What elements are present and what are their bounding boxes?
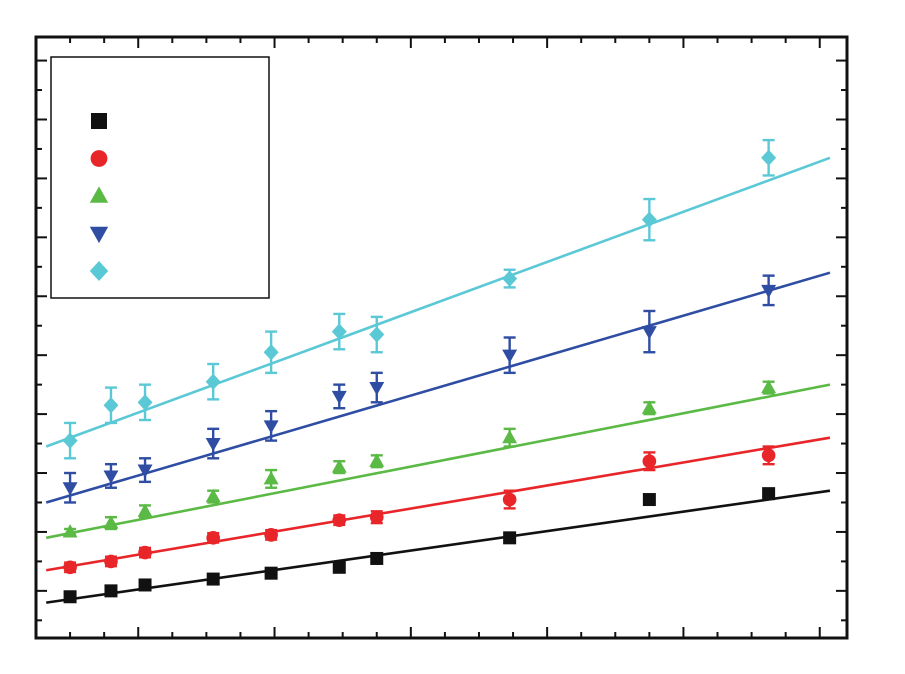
fit-line-series-3 [45, 383, 831, 540]
data-point [103, 470, 119, 484]
data-point [264, 528, 278, 542]
data-point [63, 560, 77, 575]
series-4 [45, 271, 831, 504]
legend-symbol-series-2 [90, 150, 108, 167]
data-point [206, 572, 220, 586]
data-point [761, 284, 777, 299]
series-5 [45, 138, 831, 460]
data-point [104, 584, 118, 598]
data-point [762, 487, 776, 501]
data-point [205, 488, 221, 503]
legend-symbol-series-4 [89, 226, 109, 244]
data-point [641, 326, 657, 340]
data-point [263, 471, 279, 485]
series-3 [45, 379, 831, 540]
data-point [642, 454, 657, 469]
data-point [641, 400, 657, 414]
data-point [103, 515, 119, 529]
fit-line-series-4 [45, 271, 831, 504]
data-point [137, 394, 153, 411]
legend-symbol-series-3 [89, 186, 109, 203]
legend-box [50, 56, 270, 299]
data-point [137, 464, 153, 478]
data-point [62, 524, 78, 538]
series-1 [46, 487, 831, 604]
fit-line-series-1 [46, 489, 831, 604]
data-point [62, 432, 78, 449]
data-point [502, 349, 518, 363]
data-point [331, 323, 347, 340]
data-point [502, 270, 518, 287]
data-point [138, 578, 152, 592]
data-point [264, 566, 278, 580]
data-point [370, 551, 384, 565]
data-point [369, 326, 385, 343]
data-point [369, 510, 384, 525]
data-point [761, 379, 777, 394]
data-point [331, 390, 347, 405]
data-point [642, 493, 656, 507]
data-point [332, 560, 346, 574]
data-point [263, 420, 279, 434]
data-point [206, 531, 221, 545]
legend [50, 56, 270, 299]
plot-frame [34, 35, 849, 640]
legend-symbol-series-1 [91, 113, 107, 129]
data-point [62, 482, 78, 496]
data-point [761, 448, 776, 463]
data-point [369, 382, 385, 396]
data-point [263, 344, 279, 361]
data-point [63, 590, 77, 604]
data-point [331, 459, 347, 473]
data-point [137, 503, 153, 517]
legend-symbol-series-5 [89, 261, 109, 281]
data-point [138, 545, 152, 560]
data-point [641, 211, 657, 228]
data-point [502, 492, 517, 507]
fit-line-series-2 [46, 436, 831, 572]
data-point [503, 531, 517, 545]
data-point [104, 554, 118, 569]
fit-line-series-5 [45, 156, 831, 448]
axes-frame [34, 35, 849, 640]
data-point [332, 513, 347, 527]
data-point [761, 149, 777, 166]
series-2 [46, 436, 831, 575]
plot-area [45, 138, 831, 604]
data-point [502, 429, 518, 444]
data-point [369, 453, 385, 467]
data-point [205, 373, 221, 390]
data-point [205, 438, 221, 452]
data-point [103, 397, 119, 414]
